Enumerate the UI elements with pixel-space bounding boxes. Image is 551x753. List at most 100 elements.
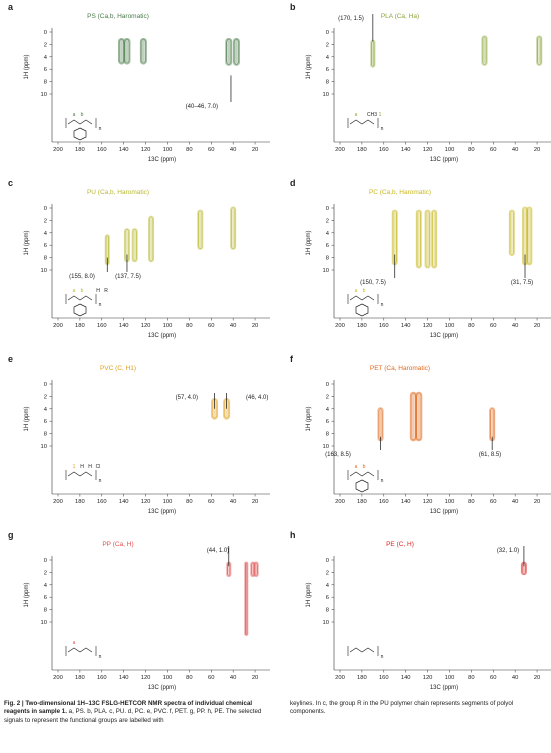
spectrum-g: PP (Ca, H)200 180 160 140 120 100 80 60 40 2013C … [24,541,270,691]
y-tick-label: 2 [44,218,47,224]
chem-structure-g: an [65,640,102,660]
structure-label: n [381,478,384,484]
x-tick-label: 40 [230,323,236,329]
x-tick-label: 100 [163,675,173,681]
y-axis-label: 1H (ppm) [306,230,312,255]
contour-peak [510,210,514,255]
x-tick-label: 120 [141,147,151,153]
contour-peak [526,207,532,265]
contour-peak [425,210,430,268]
y-tick-label: 0 [44,382,47,388]
x-tick-label: 120 [141,675,151,681]
panel-title-a: PS (Ca,b, Haromatic) [87,13,149,20]
contour-peak [234,39,239,65]
y-tick-label: 10 [41,268,47,274]
x-tick-label: 160 [379,675,389,681]
x-tick-label: 200 [335,147,345,153]
panel-label-e: e [8,354,14,364]
structure-label: n [381,302,384,308]
x-tick-label: 100 [445,499,455,505]
x-tick-label: 180 [357,499,367,505]
y-tick-label: 2 [326,570,329,576]
peak-annotation-label: (44, 1.0) [207,548,229,554]
x-tick-label: 200 [335,323,345,329]
x-tick-label: 160 [379,499,389,505]
x-tick-label: 80 [186,675,192,681]
x-tick-label: 180 [75,147,85,153]
panel-title-g: PP (Ca, H) [102,541,133,548]
x-tick-label: 40 [512,147,518,153]
x-tick-label: 100 [163,323,173,329]
contour-peak [253,561,259,577]
contour-core [372,41,374,66]
structure-label: H [88,464,92,470]
contour-peak [527,207,532,265]
x-tick-label: 100 [445,675,455,681]
contour-peak [124,39,130,64]
structure-label: b [81,112,84,118]
peak-annotation-label: (170, 1.5) [338,16,364,22]
peak-annotation-label: (57, 4.0) [176,395,198,401]
contour-core [120,40,123,63]
x-tick-label: 200 [53,499,63,505]
x-tick-label: 180 [75,323,85,329]
structure-label: n [99,654,102,660]
y-tick-label: 8 [326,80,329,86]
x-tick-label: 100 [445,323,455,329]
peak-annotation-label: (32, 1.0) [497,548,519,554]
chem-structure-c: a b n H R [65,288,108,317]
y-tick-label: 10 [323,92,329,98]
panel-a: a PS (Ca,b, Haromatic) 200 180 160 140 120 100 8… [8,2,278,174]
chem-structure-h: n [347,646,384,660]
structure-label: Cl [96,464,101,470]
contour-core [199,211,202,248]
benzene-ring [355,479,369,493]
y-tick-label: 10 [323,620,329,626]
contour-core [125,40,129,63]
contour-peak [431,209,438,269]
structure-label: CH3 [367,112,377,118]
contour-core [106,236,108,264]
peak-annotation-label: (163, 8.5) [325,452,351,458]
contour-core [213,400,216,418]
contour-core [524,208,526,264]
caption-bold: Fig. 2 | Two-dimensional 1H–13C FSLG-HET… [4,700,253,716]
spectrum-d: PC (Ca,b, Haromatic)200 180 160 140 120 100 80… [306,189,551,339]
peak-annotation-label: (150, 7.5) [360,280,386,286]
contour-peak [431,210,437,268]
spectrum-c: PU (Ca,b, Haromatic)200 180 160 140 120 100 80… [24,189,270,339]
x-tick-label: 140 [119,499,129,505]
x-tick-label: 40 [512,675,518,681]
contour-peak [149,216,153,262]
x-tick-label: 60 [208,675,214,681]
contour-peak [416,392,422,441]
structure-label: b [363,464,366,470]
contour-peak [415,391,423,442]
chem-structure-b: a n CH3 1 [347,112,384,132]
contour-peak [197,209,204,250]
structure-label: H [80,464,84,470]
contour-peak [132,229,137,262]
panel-h: h PE (C, H) 200 180 160 140 120 100 80 60 40 20 13C … [290,530,551,702]
peak-annotation-label: (137, 7.5) [115,274,141,280]
polymer-chain [67,647,93,653]
contour-peak [233,38,240,66]
y-tick-label: 4 [44,231,48,237]
contour-peak [198,210,203,249]
x-tick-label: 160 [97,323,107,329]
x-tick-label: 180 [357,147,367,153]
y-tick-label: 0 [326,206,329,212]
x-tick-label: 120 [141,323,151,329]
panel-f: f PET (Ca, Haromatic) 200 180 160 140 120 100 80… [290,354,551,526]
x-tick-label: 20 [534,675,540,681]
repeat-bracket [65,470,97,480]
peak-annotation-label: (40–46, 7.0) [186,104,218,110]
x-tick-label: 200 [335,675,345,681]
contour-core [255,563,257,575]
x-tick-label: 60 [490,323,496,329]
x-axis-label: 13C (ppm) [148,509,176,515]
panel-title-h: PE (C, H) [386,541,414,548]
structure-label: b [363,288,366,294]
x-tick-label: 80 [186,147,192,153]
contour-core [411,393,415,440]
